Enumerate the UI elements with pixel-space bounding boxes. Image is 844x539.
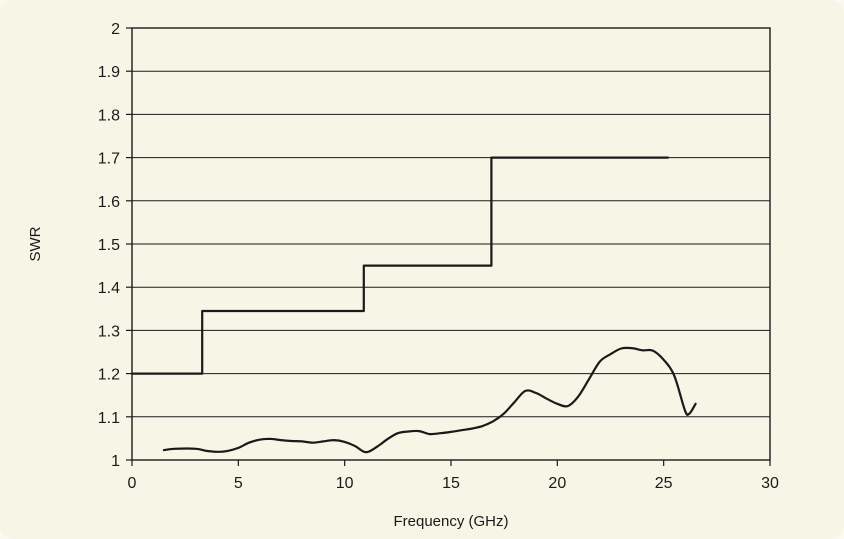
y-tick-label: 1.5 [98, 237, 120, 254]
y-tick-label: 1.8 [98, 107, 120, 124]
y-tick-label: 1 [111, 453, 120, 470]
x-tick-label: 0 [128, 475, 137, 492]
x-axis-ticks: 0 5 10 15 20 25 30 [128, 460, 779, 492]
x-tick-label: 5 [234, 475, 243, 492]
swr-limit-step-line [130, 156, 669, 375]
y-tick-label: 2 [111, 21, 120, 38]
y-tick-label: 1.2 [98, 367, 120, 384]
y-axis-title: SWR [27, 226, 44, 261]
x-tick-label: 10 [336, 475, 354, 492]
y-axis-ticks: 1 1.1 1.2 1.3 1.4 1.5 1.6 1.7 1.8 1.9 2 [98, 21, 132, 470]
y-tick-label: 1.4 [98, 280, 120, 297]
series-lines [130, 156, 697, 454]
x-axis-title: Frequency (GHz) [393, 513, 508, 530]
x-tick-label: 30 [761, 475, 779, 492]
y-tick-label: 1.3 [98, 323, 120, 340]
x-tick-label: 15 [442, 475, 460, 492]
swr-measured-line [162, 346, 697, 454]
y-tick-label: 1.9 [98, 64, 120, 81]
grid-lines [132, 70, 770, 418]
x-tick-label: 25 [655, 475, 673, 492]
y-tick-label: 1.1 [98, 410, 120, 427]
x-tick-label: 20 [548, 475, 566, 492]
y-tick-label: 1.6 [98, 194, 120, 211]
y-tick-label: 1.7 [98, 151, 120, 168]
